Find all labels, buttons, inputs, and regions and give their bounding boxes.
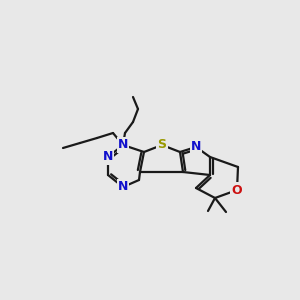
- Text: N: N: [191, 140, 201, 154]
- Text: N: N: [118, 139, 128, 152]
- Text: O: O: [232, 184, 242, 196]
- Text: N: N: [118, 181, 128, 194]
- Text: N: N: [103, 151, 113, 164]
- Text: S: S: [158, 139, 166, 152]
